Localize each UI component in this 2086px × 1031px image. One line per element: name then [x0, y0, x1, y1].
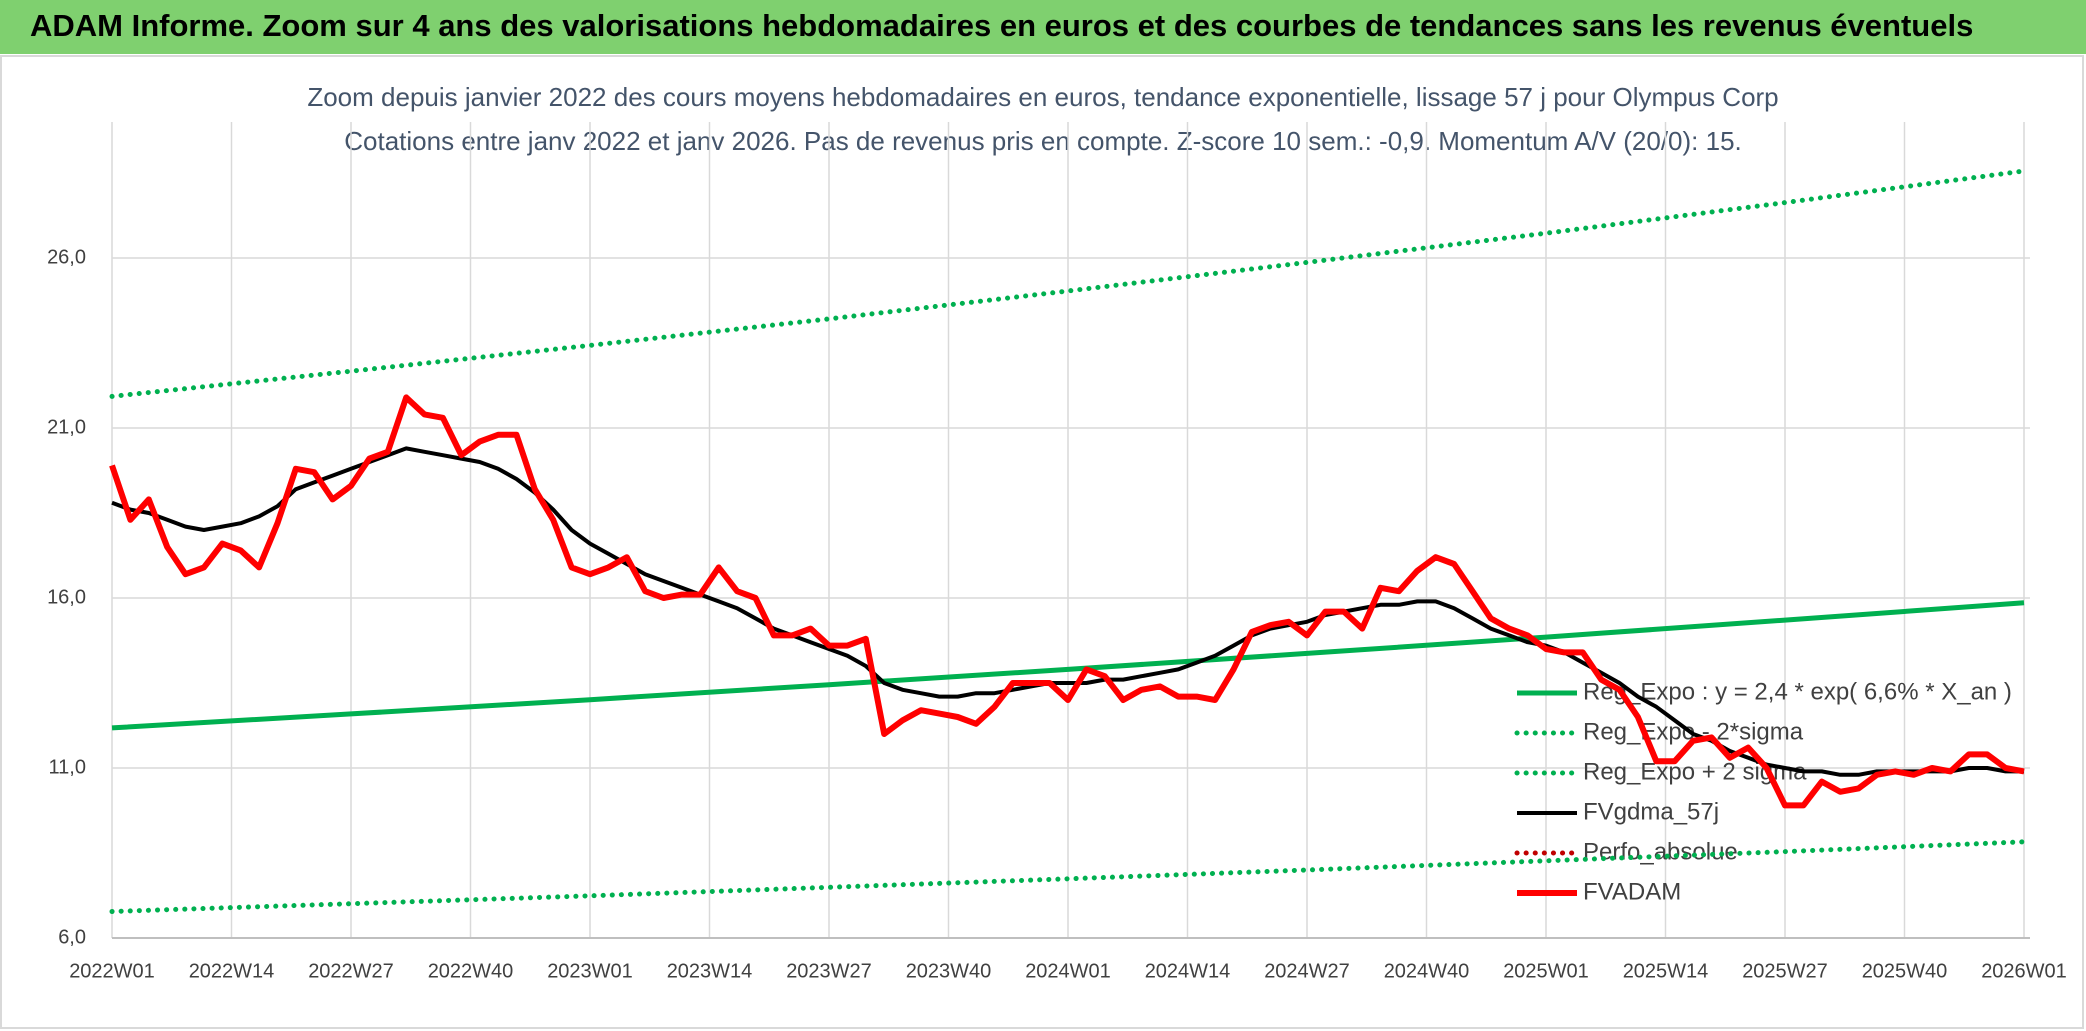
legend-label: FVgdma_57j: [1583, 798, 1719, 825]
x-tick-label: 2024W27: [1264, 960, 1350, 982]
series-line: [109, 394, 2025, 809]
x-tick-label: 2024W14: [1145, 960, 1231, 982]
x-tick-label: 2025W14: [1623, 960, 1709, 982]
chart-subtitle: Cotations entre janv 2022 et janv 2026. …: [344, 126, 1742, 156]
x-tick-label: 2024W01: [1025, 960, 1111, 982]
x-tick-label: 2024W40: [1384, 960, 1470, 982]
legend-label: Perfo_absolue: [1583, 838, 1738, 865]
y-tick-label: 16,0: [47, 586, 86, 608]
x-tick-label: 2025W40: [1862, 960, 1948, 982]
title-bar: [0, 0, 2086, 54]
x-tick-label: 2023W27: [786, 960, 872, 982]
page-title: ADAM Informe. Zoom sur 4 ans des valoris…: [30, 8, 1973, 43]
y-tick-label: 11,0: [49, 756, 86, 778]
y-tick-label: 21,0: [47, 416, 86, 438]
x-tick-label: 2022W14: [189, 960, 275, 982]
series: [109, 168, 2027, 914]
legend-label: Reg_Expo : y = 2,4 * exp( 6,6% * X_an ): [1583, 678, 2012, 705]
x-tick-label: 2022W27: [308, 960, 394, 982]
series-line: [109, 839, 2027, 914]
x-tick-label: 2023W01: [547, 960, 633, 982]
grid: [111, 122, 2030, 939]
x-tick-label: 2025W27: [1742, 960, 1828, 982]
ticks: 6,0 11,0 16,0 21,0 26,0 2022W01 2022W14 2022W27…: [47, 246, 2067, 982]
chart-frame: [0, 55, 2084, 1029]
x-tick-label: 2025W01: [1503, 960, 1589, 982]
x-tick-label: 2026W01: [1981, 960, 2067, 982]
series-line: [111, 600, 2025, 731]
series-line: [109, 168, 2027, 399]
x-tick-label: 2023W40: [906, 960, 992, 982]
chart-title: Zoom depuis janvier 2022 des cours moyen…: [307, 82, 1778, 112]
x-tick-label: 2023W14: [667, 960, 753, 982]
x-tick-label: 2022W01: [69, 960, 155, 982]
y-tick-label: 6,0: [58, 926, 86, 948]
legend-label: FVADAM: [1583, 878, 1681, 905]
x-tick-label: 2022W40: [428, 960, 514, 982]
y-tick-label: 26,0: [47, 246, 86, 268]
